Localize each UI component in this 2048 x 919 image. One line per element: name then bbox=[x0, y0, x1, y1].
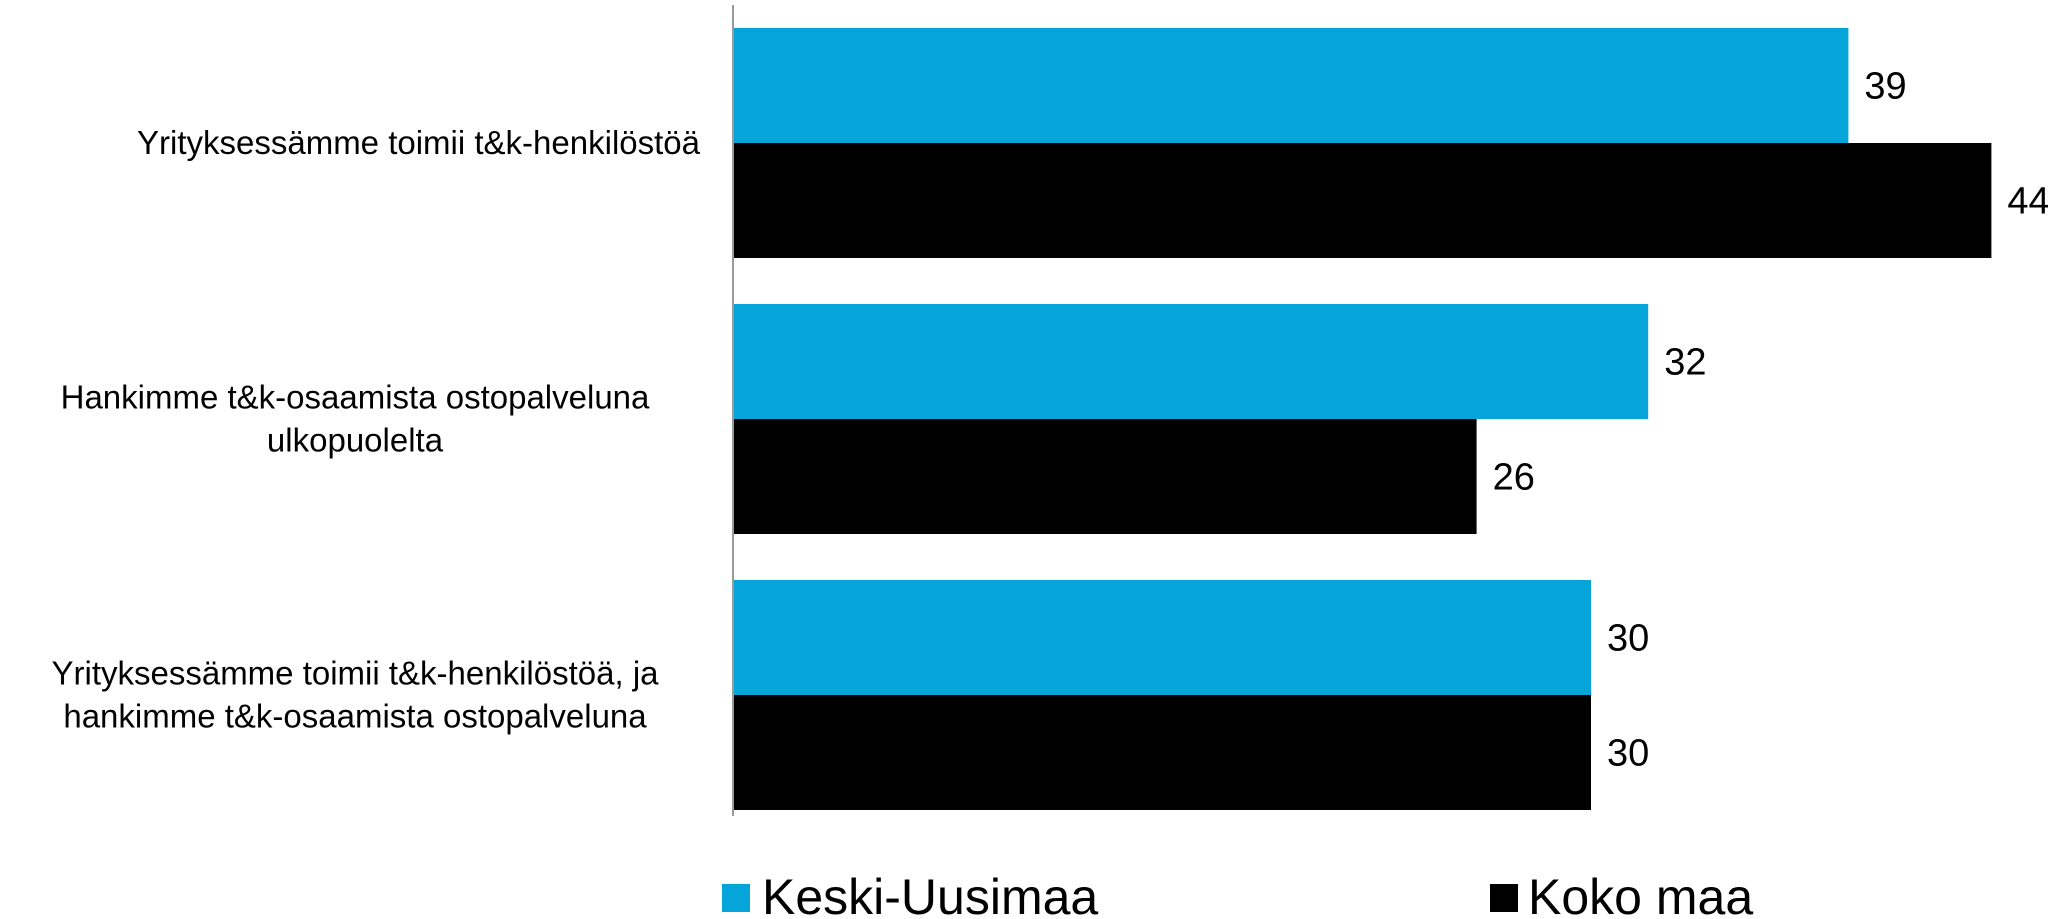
legend-swatch-koko-maa bbox=[1490, 884, 1518, 912]
legend-label-keski-uusimaa: Keski-Uusimaa bbox=[762, 869, 1098, 919]
bar-keski-uusimaa-2 bbox=[733, 304, 1649, 419]
value-labels-group: 39 44 32 26 30 30 bbox=[1493, 66, 2048, 775]
bar-keski-uusimaa-3 bbox=[733, 580, 1591, 695]
bar-keski-uusimaa-1 bbox=[733, 28, 1849, 143]
value-label-koko-maa-3: 30 bbox=[1607, 733, 1649, 775]
legend-swatch-keski-uusimaa bbox=[722, 884, 750, 912]
value-label-keski-uusimaa-2: 32 bbox=[1664, 342, 1706, 384]
category-label-2: Hankimme t&k-osaamista ostopalveluna ulko… bbox=[61, 379, 650, 459]
value-label-koko-maa-1: 44 bbox=[2007, 181, 2048, 223]
value-label-koko-maa-2: 26 bbox=[1493, 457, 1535, 499]
bar-koko-maa-1 bbox=[733, 143, 1992, 258]
legend: Keski-Uusimaa Koko maa bbox=[722, 869, 1753, 919]
bars-group bbox=[733, 28, 1992, 810]
bar-koko-maa-3 bbox=[733, 695, 1591, 810]
legend-label-koko-maa: Koko maa bbox=[1528, 869, 1753, 919]
category-label-1: Yrityksessämme toimii t&k-henkilöstöä bbox=[137, 124, 701, 161]
value-label-keski-uusimaa-1: 39 bbox=[1864, 66, 1906, 108]
category-label-3: Yrityksessämme toimii t&k-henkilöstöä, j… bbox=[51, 655, 659, 735]
bar-koko-maa-2 bbox=[733, 419, 1477, 534]
category-labels-group: Yrityksessämme toimii t&k-henkilöstöä Han… bbox=[51, 124, 700, 735]
value-label-keski-uusimaa-3: 30 bbox=[1607, 618, 1649, 660]
